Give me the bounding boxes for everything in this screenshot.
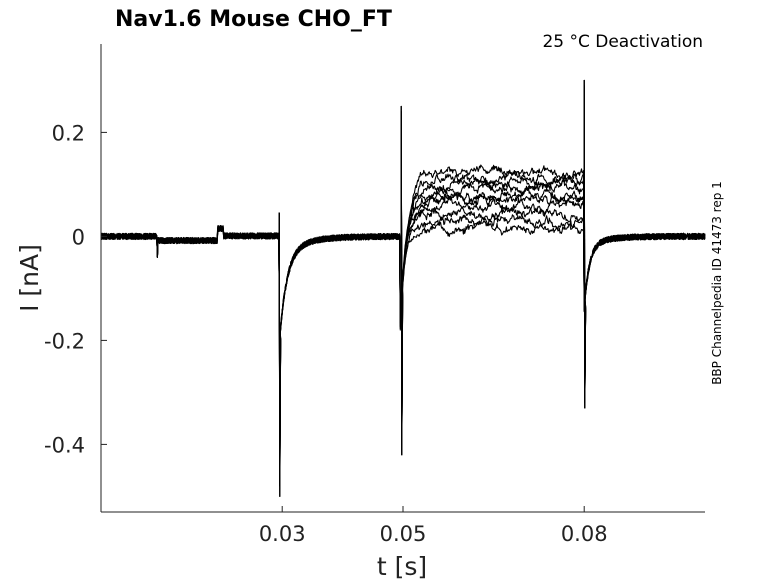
x-tick-label: 0.03	[259, 522, 306, 546]
y-tick-label: -0.2	[44, 329, 85, 353]
x-tick-label: 0.05	[380, 522, 427, 546]
channelpedia-id-label: BBP Channelpedia ID 41473 rep 1	[710, 181, 724, 385]
current-trace	[100, 79, 706, 477]
x-tick-label: 0.08	[561, 522, 608, 546]
x-axis-label: t [s]	[377, 552, 427, 581]
y-tick-label: 0	[72, 225, 85, 249]
y-tick-group: 0.2 0 -0.2 -0.4	[44, 121, 107, 457]
y-tick-label: 0.2	[52, 121, 85, 145]
x-tick-group: 0.03 0.05 0.08	[259, 506, 608, 546]
temperature-protocol-annotation: 25 °C Deactivation	[542, 32, 703, 52]
y-tick-label: -0.4	[44, 433, 85, 457]
trace-group	[100, 79, 706, 497]
chart-title: Nav1.6 Mouse CHO_FT	[115, 7, 392, 32]
y-axis-label: I [nA]	[15, 244, 44, 312]
